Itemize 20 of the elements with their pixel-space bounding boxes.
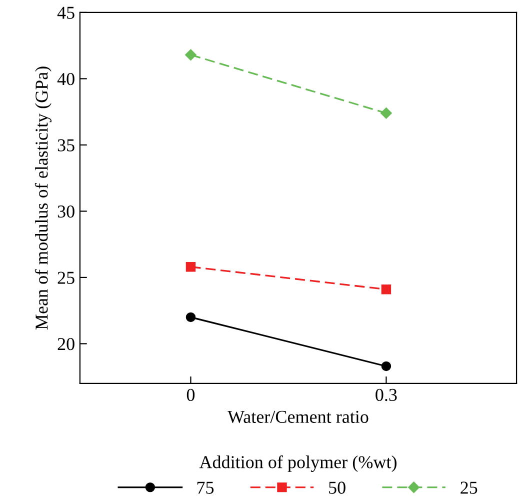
legend-title: Addition of polymer (%wt) [199,455,396,472]
point [380,108,392,119]
point [185,49,196,60]
y-tick-label: 20 [58,338,74,350]
x-tick-label: 0 [186,388,195,402]
y-axis-title: Mean of modulus of elasticity (GPa) [34,66,52,330]
legend-label: 50 [329,482,346,494]
point [186,262,196,272]
y-tick-label: 45 [57,6,74,19]
x-tick-label: 0.3 [376,388,397,402]
x-axis-title: Water/Cement ratio [228,410,368,424]
point [381,284,392,294]
point [381,361,392,372]
point [186,312,196,322]
y-tick-label: 35 [58,139,74,152]
y-tick-label: 30 [58,205,74,218]
y-tick-label: 25 [58,272,74,284]
legend-label: 75 [197,482,214,494]
y-tick-label: 40 [57,72,74,86]
legend-label: 25 [460,482,478,494]
